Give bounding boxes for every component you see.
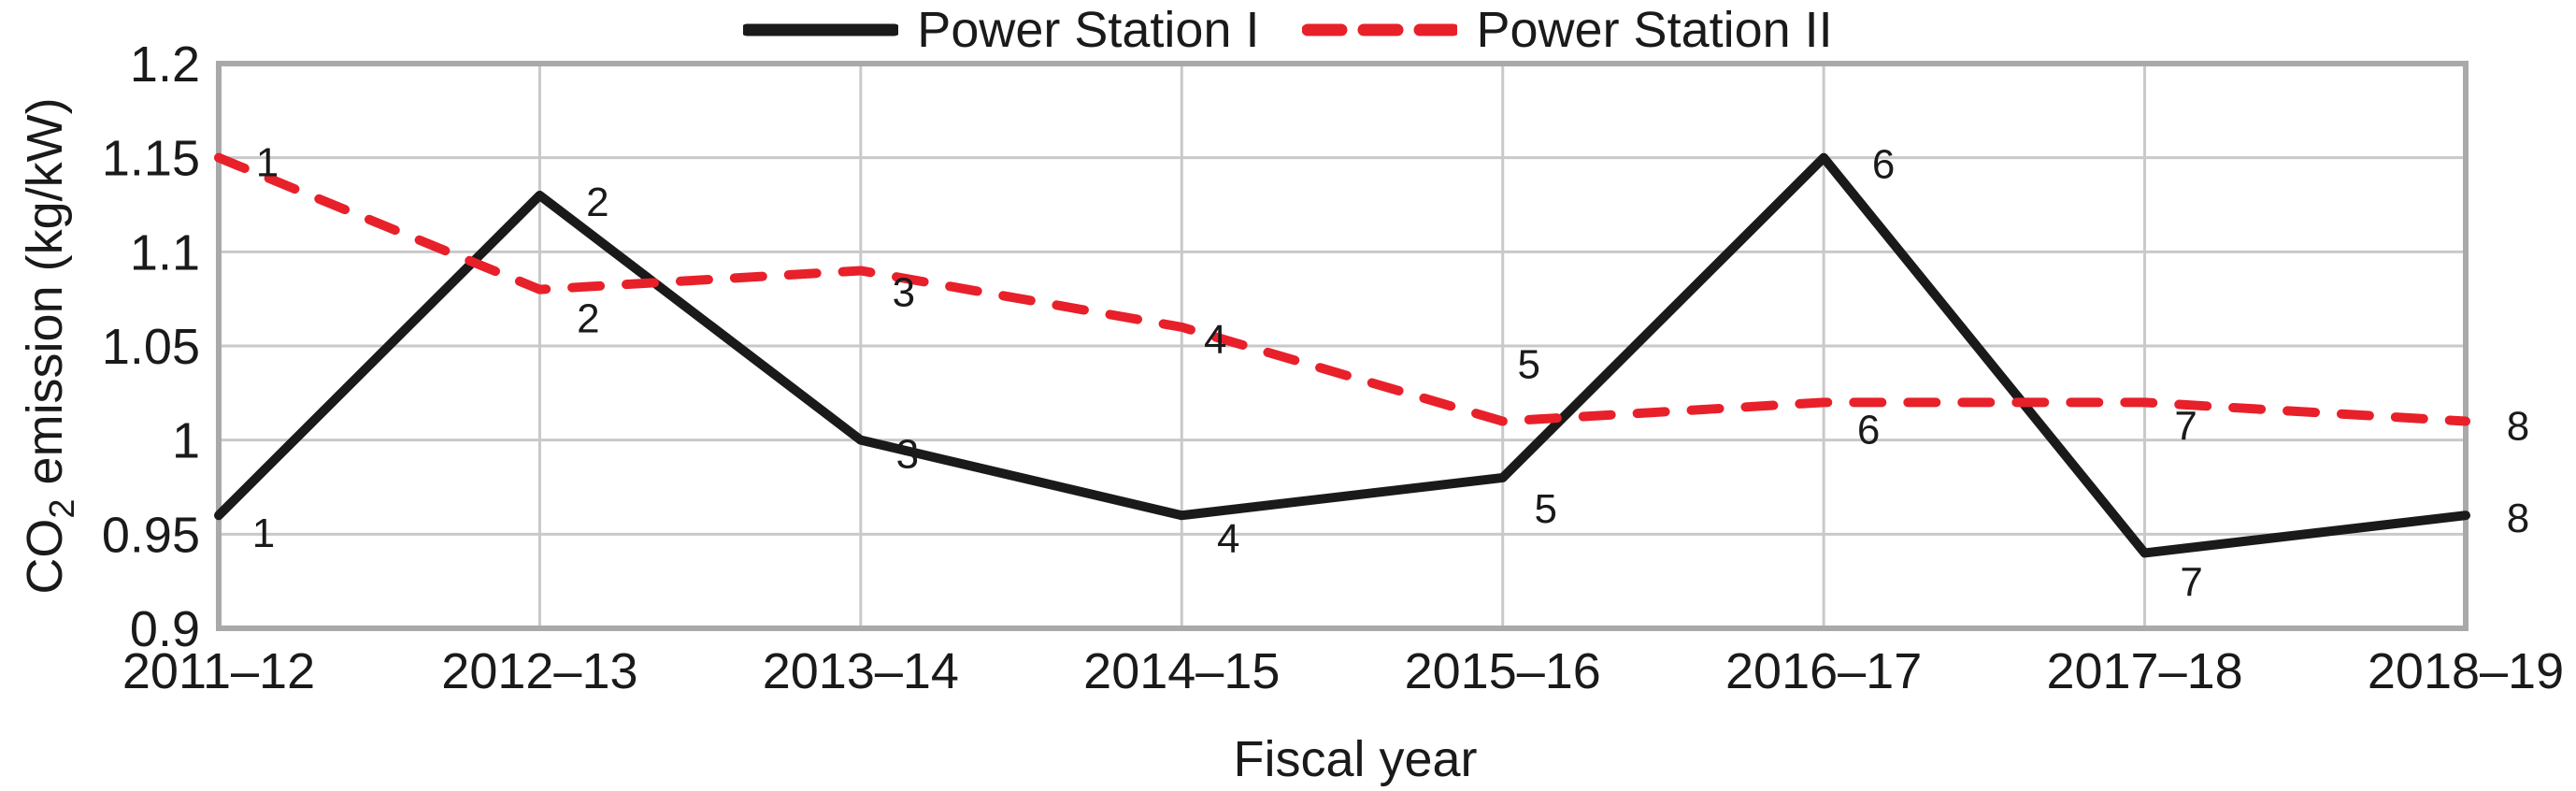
x-tick-label: 2016–17 <box>1725 643 1922 699</box>
y-axis-title: CO2 emission (kg/kW) <box>17 97 82 594</box>
point-label: 8 <box>2507 404 2529 450</box>
x-axis-title: Fiscal year <box>1233 731 1477 787</box>
y-tick-label: 1.2 <box>130 36 200 93</box>
x-tick-label: 2013–14 <box>763 643 959 699</box>
point-label: 8 <box>2507 496 2529 541</box>
x-tick-label: 2018–19 <box>2368 643 2564 699</box>
series-line-power-station-ii <box>214 152 2470 426</box>
y-tick-label: 0.9 <box>130 601 200 657</box>
point-label: 6 <box>1857 407 1880 453</box>
point-label: 2 <box>586 180 608 225</box>
y-tick-label: 1.1 <box>130 224 200 280</box>
series-line-power-station-i <box>214 152 2470 558</box>
x-tick-label: 2011–12 <box>122 643 315 699</box>
point-label: 3 <box>893 269 915 315</box>
point-label: 5 <box>1517 342 1539 388</box>
point-label: 6 <box>1872 142 1895 188</box>
point-label: 2 <box>577 296 599 342</box>
point-label: 4 <box>1204 317 1226 363</box>
x-tick-label: 2012–13 <box>441 643 637 699</box>
y-tick-label: 1.05 <box>102 319 200 375</box>
point-label: 5 <box>1534 486 1556 532</box>
point-label: 1 <box>252 511 275 556</box>
point-label: 1 <box>256 140 279 186</box>
point-label: 7 <box>2174 403 2197 449</box>
plot-border <box>216 61 2469 631</box>
point-label: 4 <box>1217 516 1239 562</box>
point-label: 3 <box>896 432 919 478</box>
point-label: 7 <box>2180 559 2202 605</box>
y-tick-label: 1.15 <box>102 131 200 187</box>
y-tick-label: 1 <box>172 413 200 469</box>
x-tick-label: 2017–18 <box>2046 643 2242 699</box>
y-tick-label: 0.95 <box>102 507 200 563</box>
x-tick-label: 2015–16 <box>1405 643 1601 699</box>
x-tick-label: 2014–15 <box>1083 643 1280 699</box>
